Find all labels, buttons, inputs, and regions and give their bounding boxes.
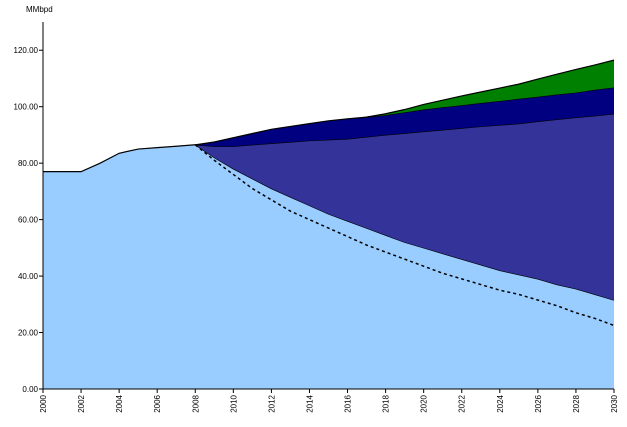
x-tick-label: 2002 xyxy=(77,394,86,412)
x-tick-label: 2008 xyxy=(191,394,200,412)
x-tick-label: 2026 xyxy=(534,394,543,412)
x-tick-label: 2018 xyxy=(382,394,391,412)
area xyxy=(195,87,614,147)
x-tick-label: 2010 xyxy=(229,394,238,412)
x-tick-label: 2014 xyxy=(305,394,314,412)
x-tick-label: 2022 xyxy=(458,394,467,412)
x-tick-label: 2004 xyxy=(115,394,124,412)
area xyxy=(366,60,614,118)
x-tick-label: 2028 xyxy=(572,394,581,412)
x-tick-label: 2012 xyxy=(267,394,276,412)
area-edge xyxy=(366,59,615,118)
y-tick-label: 0.00 xyxy=(22,385,38,394)
x-tick-label: 2006 xyxy=(153,394,162,412)
y-tick-label: 20.00 xyxy=(18,329,39,338)
x-tick-label: 2016 xyxy=(344,394,353,412)
line xyxy=(194,144,615,327)
x-tick-label: 2030 xyxy=(610,394,619,412)
y-axis-label: MMbpd xyxy=(26,5,53,14)
x-tick-label: 2024 xyxy=(496,394,505,412)
x-tick-label: 2020 xyxy=(420,394,429,412)
y-tick-label: 40.00 xyxy=(18,272,39,281)
y-tick-label: 120.00 xyxy=(14,46,39,55)
x-tick-label: 2000 xyxy=(39,394,48,412)
y-tick-label: 60.00 xyxy=(18,216,39,225)
y-tick-label: 100.00 xyxy=(14,103,39,112)
area xyxy=(195,113,614,301)
y-tick-label: 80.00 xyxy=(18,159,39,168)
area xyxy=(43,144,614,389)
